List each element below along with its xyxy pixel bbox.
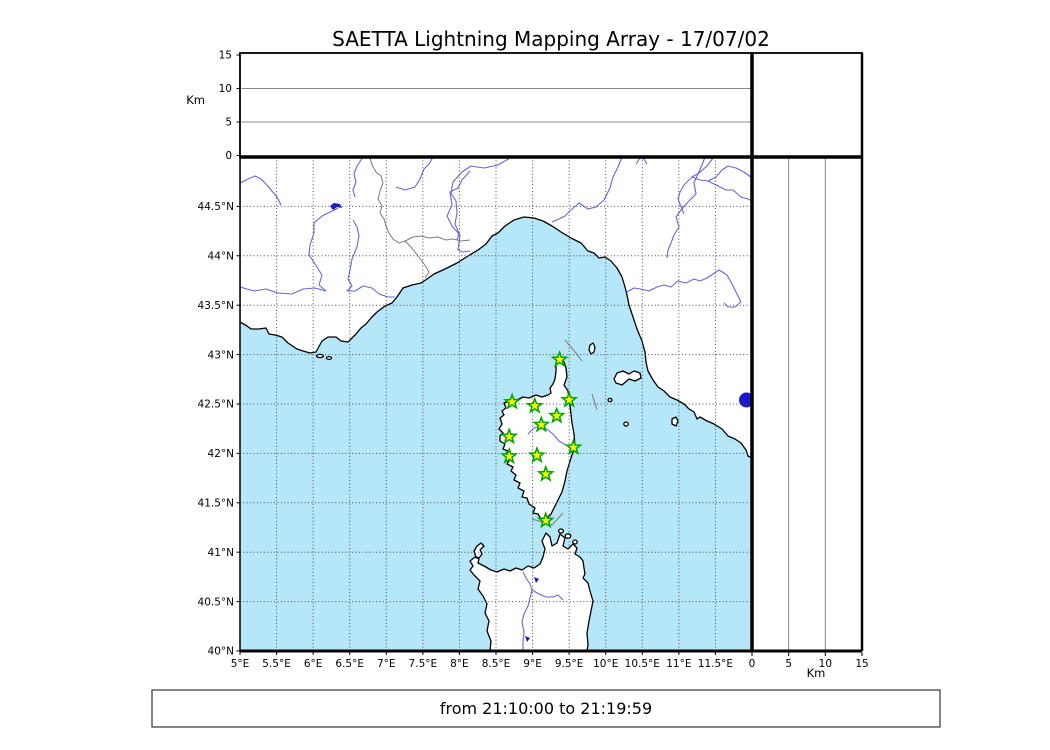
station-star-marker — [550, 349, 569, 368]
country-borders — [369, 157, 598, 526]
lon-tick-label: 9°E — [523, 658, 542, 670]
lon-tick-label: 8°E — [450, 658, 469, 670]
altitude-tick-label: 15 — [855, 658, 868, 670]
lon-tick-label: 5.5°E — [262, 658, 291, 670]
station-star-marker — [564, 438, 583, 456]
station-star-marker — [500, 446, 519, 465]
island-pianosa — [607, 397, 613, 403]
map-graticule — [240, 157, 752, 651]
altitude-tick-label: 5 — [225, 117, 232, 129]
top-panel-axis: 0 5 10 15 — [219, 50, 240, 162]
altitude-tick-label: 5 — [785, 658, 792, 670]
top-right-panel — [752, 53, 862, 157]
top-panel-gridlines — [241, 88, 751, 123]
station-star-marker — [500, 427, 519, 445]
lat-tick-label: 42°N — [208, 448, 234, 460]
island-maddalena-3 — [572, 539, 578, 545]
station-markers — [500, 349, 583, 529]
station-star-marker — [536, 464, 555, 482]
lon-tick-label: 10°E — [593, 658, 618, 670]
top-altitude-panel — [240, 53, 752, 157]
sea-boundary-3 — [531, 512, 564, 526]
lake-coghinas — [534, 577, 539, 583]
lon-tick-label: 7.5°E — [409, 658, 438, 670]
lat-tick-label: 44.5°N — [198, 201, 234, 213]
island-asinara — [473, 542, 485, 559]
station-star-marker — [503, 392, 522, 410]
lat-tick-label: 42.5°N — [198, 399, 234, 411]
island-hyeres-1 — [315, 353, 325, 359]
panel-frames — [239, 52, 864, 653]
station-star-marker — [547, 406, 566, 424]
lat-tick-label: 40°N — [208, 646, 234, 658]
altitude-tick-label: 0 — [749, 658, 756, 670]
station-star-marker — [527, 445, 546, 464]
lake-sardinia-2 — [525, 636, 530, 642]
map-panel — [240, 157, 752, 651]
altitude-tick-label: 0 — [225, 150, 232, 162]
lat-tick-label: 43.5°N — [198, 300, 234, 312]
lat-tick-label: 41°N — [208, 547, 234, 559]
time-range-box — [151, 689, 941, 728]
top-panel-km-label: Km — [186, 93, 205, 107]
altitude-tick-label: 10 — [819, 658, 832, 670]
right-panel-axis: 0 5 10 15 — [749, 652, 869, 670]
station-star-marker — [536, 511, 555, 529]
lon-tick-label: 5°E — [231, 658, 250, 670]
sea-boundary-1 — [564, 339, 583, 362]
right-panel-km-label: Km — [807, 666, 826, 680]
island-hyeres-2 — [325, 355, 333, 361]
lon-tick-label: 11.5°E — [698, 658, 733, 670]
lat-tick-label: 44°N — [208, 251, 234, 263]
lake-bolsena — [739, 392, 752, 408]
island-capraia — [588, 342, 596, 355]
station-star-marker — [525, 396, 544, 414]
lon-tick-label: 7°E — [377, 658, 396, 670]
altitude-tick-label: 15 — [219, 50, 232, 62]
figure-title: SAETTA Lightning Mapping Array - 17/07/0… — [332, 27, 770, 51]
lon-tick-label: 6°E — [304, 658, 323, 670]
altitude-tick-label: 10 — [219, 83, 232, 95]
station-star-marker — [560, 390, 579, 408]
station-star-marker — [532, 415, 551, 433]
lat-tick-label: 41.5°N — [198, 498, 234, 510]
island-montecristo — [623, 421, 629, 427]
right-panel-gridlines — [788, 158, 826, 650]
lon-tick-label: 6.5°E — [335, 658, 364, 670]
lon-tick-label: 9.5°E — [555, 658, 584, 670]
island-elba — [613, 370, 642, 386]
lon-tick-label: 8.5°E — [482, 658, 511, 670]
lat-tick-label: 43°N — [208, 349, 234, 361]
right-altitude-panel — [752, 157, 862, 651]
island-giglio — [671, 416, 679, 427]
island-maddalena-2 — [564, 533, 572, 539]
sea-boundary-2 — [591, 393, 598, 411]
island-maddalena-1 — [557, 528, 565, 534]
time-range-caption: from 21:10:00 to 21:19:59 — [440, 699, 652, 718]
coastline-mainland — [240, 157, 752, 459]
lon-tick-label: 10.5°E — [625, 658, 660, 670]
lat-tick-label: 40.5°N — [198, 596, 234, 608]
lon-tick-label: 11°E — [666, 658, 691, 670]
